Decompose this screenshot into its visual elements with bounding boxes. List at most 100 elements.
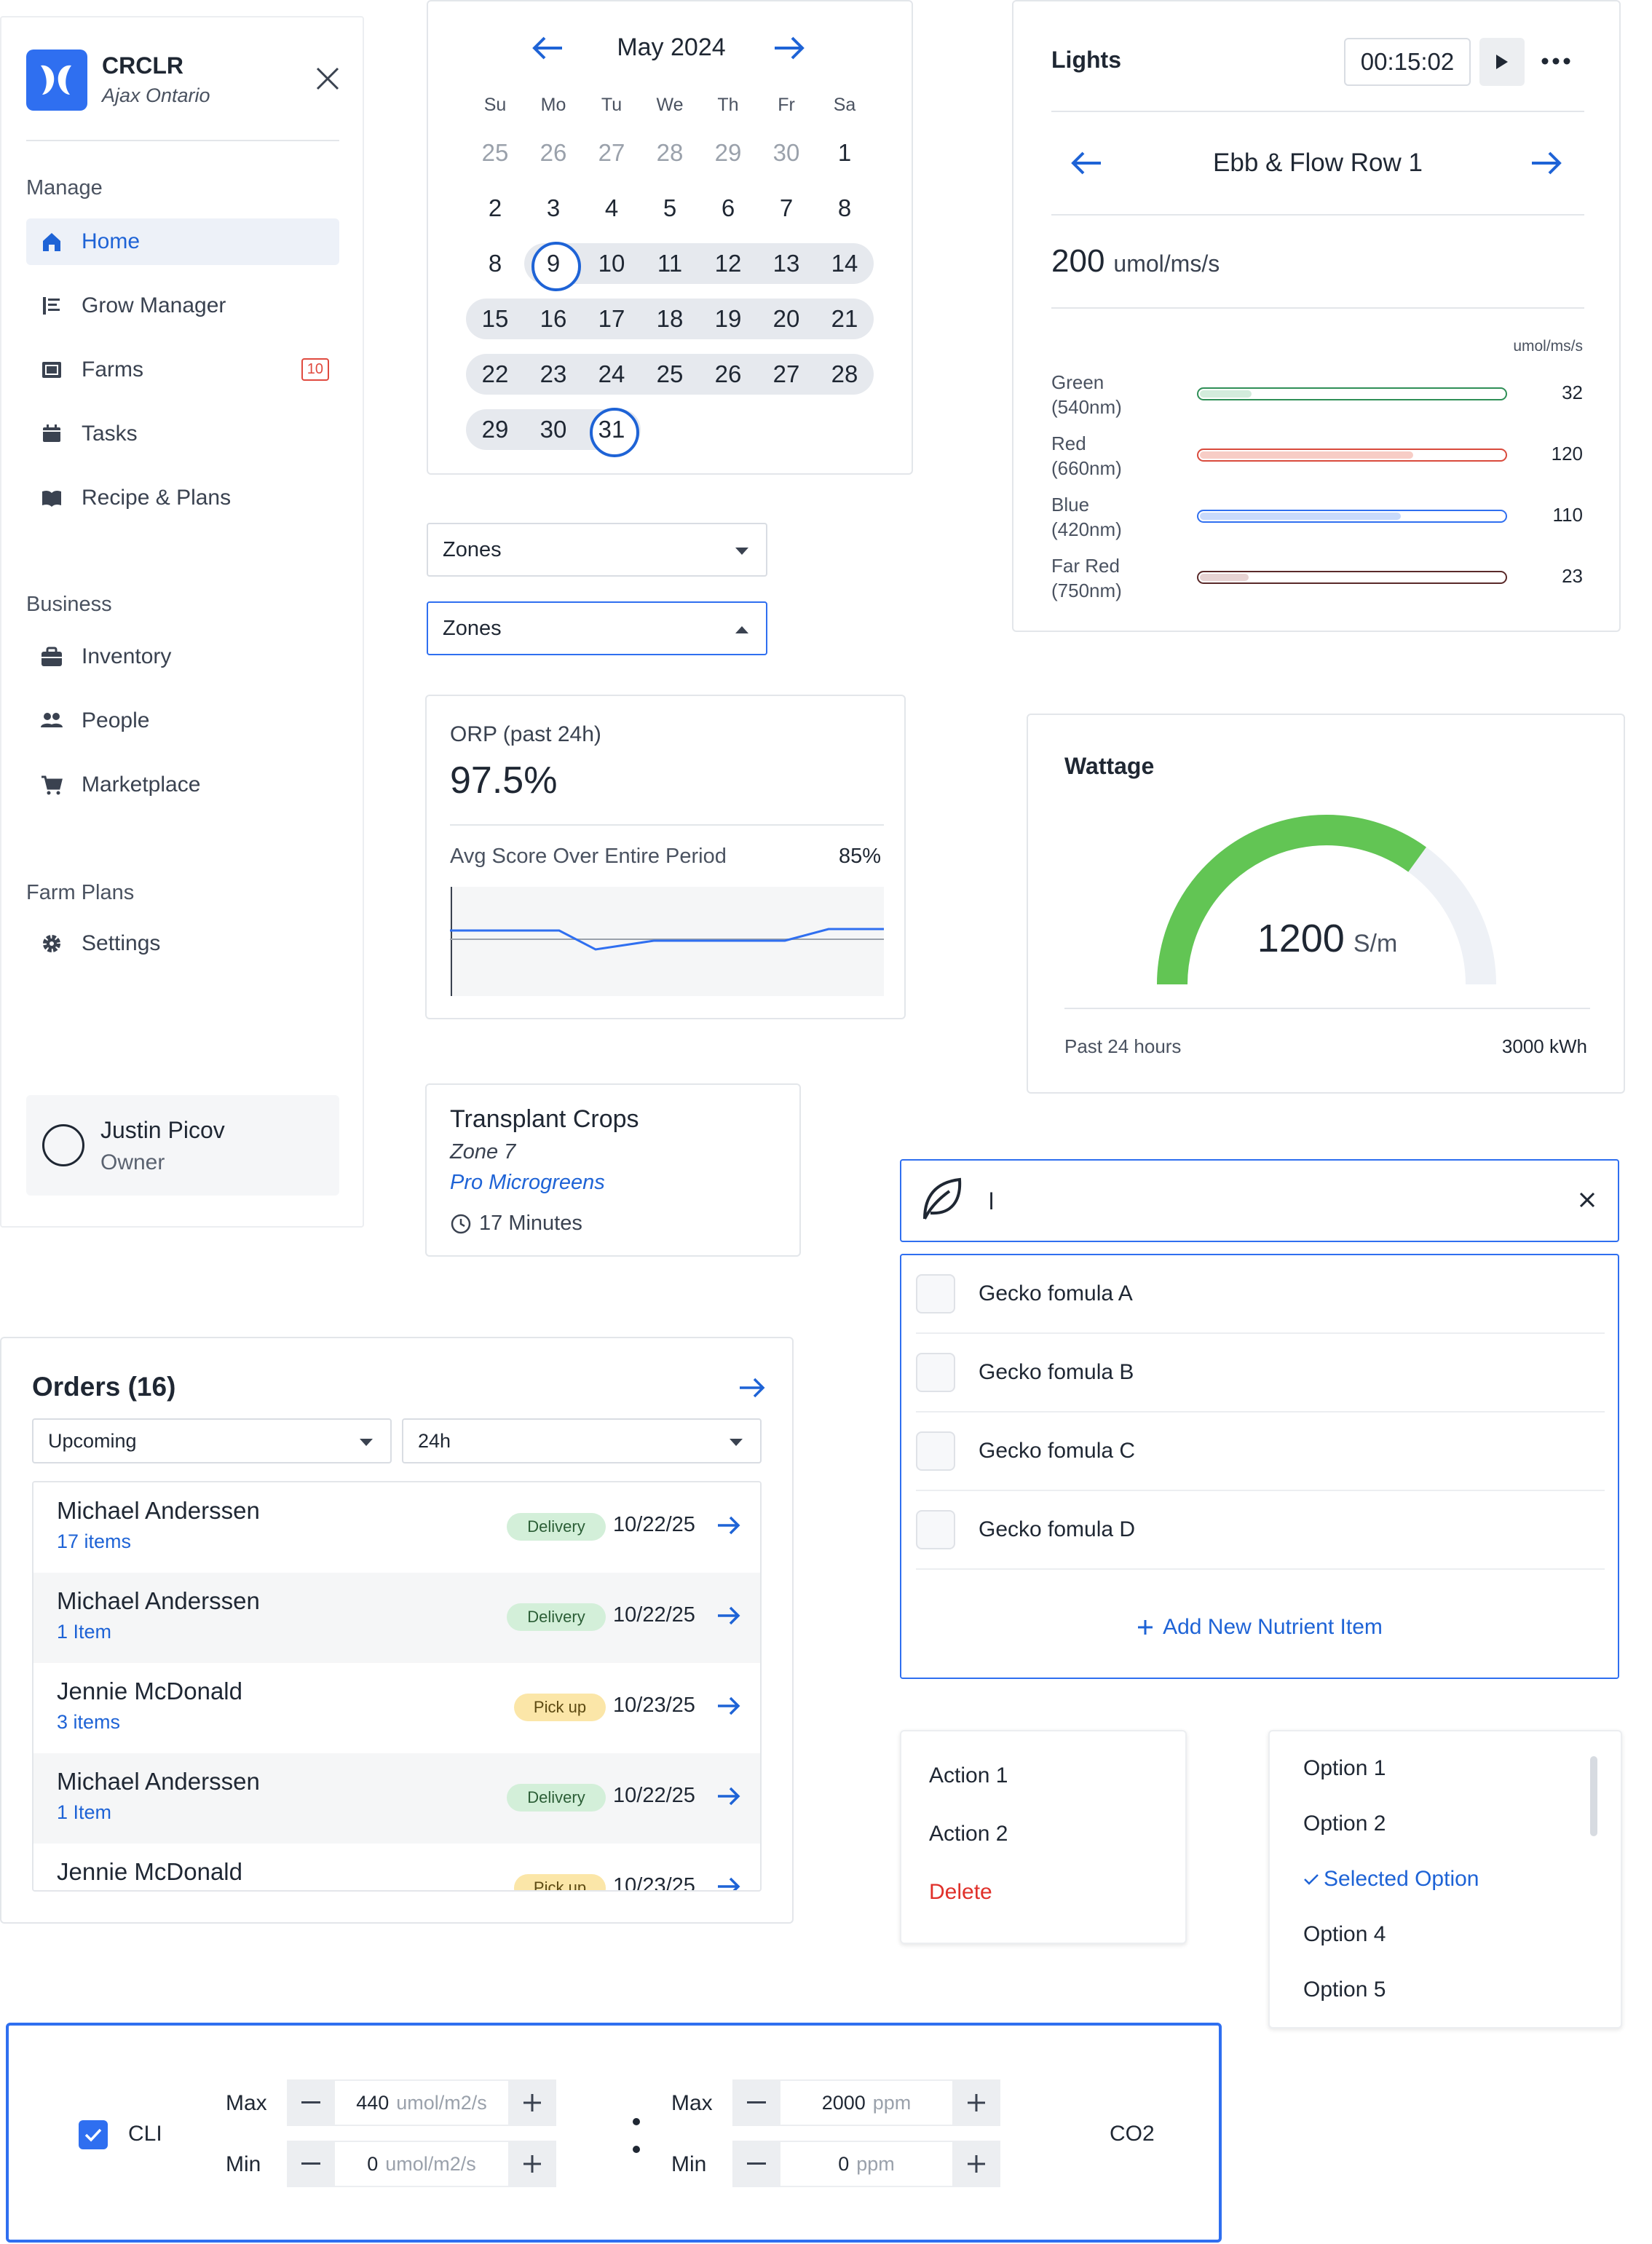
co2-min-stepper[interactable]: 0 ppm: [732, 2141, 1000, 2187]
calendar-day[interactable]: 21: [831, 305, 858, 332]
cli-max-value[interactable]: 440 umol/m2/s: [335, 2079, 508, 2126]
calendar-day[interactable]: 16: [540, 305, 567, 332]
arrow-right-icon[interactable]: [716, 1605, 743, 1627]
order-item-count[interactable]: 1 Item: [57, 1621, 112, 1643]
orders-status-select[interactable]: Upcoming: [32, 1418, 392, 1463]
calendar-day[interactable]: 25: [481, 139, 509, 166]
calendar-day[interactable]: 12: [714, 250, 742, 277]
scrollbar[interactable]: [1590, 1756, 1597, 1836]
user-card[interactable]: Justin Picov Owner: [26, 1095, 339, 1196]
cli-min-value[interactable]: 0 umol/m2/s: [335, 2141, 508, 2187]
close-icon[interactable]: [315, 66, 341, 92]
task-card[interactable]: Transplant Crops Zone 7 Pro Microgreens …: [425, 1083, 801, 1257]
calendar-day[interactable]: 8: [488, 250, 502, 277]
calendar-day[interactable]: 31: [582, 402, 641, 457]
sidebar-item-tasks[interactable]: Tasks: [26, 411, 339, 457]
option-checkbox[interactable]: [916, 1431, 955, 1471]
sidebar-item-farms[interactable]: Farms 10: [26, 347, 339, 393]
plus-button[interactable]: [508, 2079, 556, 2126]
order-item-count[interactable]: 1 Item: [57, 1801, 112, 1823]
nutrient-search-input[interactable]: [989, 1181, 1542, 1222]
clear-icon[interactable]: [1577, 1190, 1597, 1210]
minus-button[interactable]: [287, 2141, 335, 2187]
order-row[interactable]: Michael Anderssen 1 Item Delivery 10/22/25: [33, 1573, 760, 1663]
cli-checkbox[interactable]: [79, 2120, 108, 2149]
calendar-day[interactable]: 27: [598, 139, 625, 166]
calendar-day[interactable]: 7: [779, 194, 794, 221]
arrow-left-icon[interactable]: [530, 35, 565, 61]
option-checkbox[interactable]: [916, 1510, 955, 1549]
plus-button[interactable]: [508, 2141, 556, 2187]
co2-max-value[interactable]: 2000 ppm: [780, 2079, 952, 2126]
calendar-day[interactable]: 29: [714, 139, 742, 166]
calendar-day[interactable]: 22: [481, 360, 509, 387]
option-selected[interactable]: Selected Option: [1303, 1867, 1479, 1892]
menu-item-delete[interactable]: Delete: [929, 1880, 992, 1904]
sidebar-item-grow-manager[interactable]: Grow Manager: [26, 283, 339, 329]
calendar-day[interactable]: 10: [598, 250, 625, 277]
plus-button[interactable]: [952, 2141, 1000, 2187]
add-nutrient-button[interactable]: Add New Nutrient Item: [901, 1615, 1618, 1640]
zones-select-open[interactable]: Zones: [427, 601, 767, 655]
order-row[interactable]: Michael Anderssen 17 items Delivery 10/22/2…: [33, 1482, 760, 1573]
option-checkbox[interactable]: [916, 1274, 955, 1313]
calendar-day[interactable]: 3: [546, 194, 561, 221]
sidebar-item-recipe-plans[interactable]: Recipe & Plans: [26, 475, 339, 521]
minus-button[interactable]: [732, 2079, 780, 2126]
arrow-right-icon[interactable]: [716, 1695, 743, 1717]
nutrient-search[interactable]: [900, 1159, 1619, 1242]
calendar-day[interactable]: 19: [714, 305, 742, 332]
calendar-day[interactable]: 18: [656, 305, 684, 332]
option-item[interactable]: Option 5: [1303, 1978, 1386, 2002]
calendar-day[interactable]: 30: [772, 139, 800, 166]
sidebar-item-home[interactable]: Home: [26, 218, 339, 265]
order-item-count[interactable]: 3 items: [57, 1711, 121, 1733]
calendar-day[interactable]: 1: [837, 139, 852, 166]
calendar-day[interactable]: 25: [656, 360, 684, 387]
arrow-right-icon[interactable]: [716, 1785, 743, 1807]
calendar-day[interactable]: 28: [656, 139, 684, 166]
cli-min-stepper[interactable]: 0 umol/m2/s: [287, 2141, 556, 2187]
option-checkbox[interactable]: [916, 1353, 955, 1392]
calendar-day[interactable]: 27: [772, 360, 800, 387]
minus-button[interactable]: [732, 2141, 780, 2187]
sidebar-item-marketplace[interactable]: Marketplace: [26, 762, 339, 808]
order-row[interactable]: Jennie McDonald 3 items Pick up 10/23/25: [33, 1663, 760, 1753]
sidebar-item-people[interactable]: People: [26, 698, 339, 744]
order-row[interactable]: Michael Anderssen 1 Item Delivery 10/22/25: [33, 1753, 760, 1844]
calendar-day[interactable]: 2: [488, 194, 502, 221]
calendar-day[interactable]: 13: [772, 250, 800, 277]
cli-max-stepper[interactable]: 440 umol/m2/s: [287, 2079, 556, 2126]
calendar-day[interactable]: 11: [657, 250, 683, 277]
arrow-right-icon[interactable]: [716, 1514, 743, 1536]
calendar-day[interactable]: 26: [714, 360, 742, 387]
arrow-right-icon[interactable]: [716, 1876, 743, 1890]
orders-range-select[interactable]: 24h: [402, 1418, 762, 1463]
zones-select[interactable]: Zones: [427, 523, 767, 577]
order-row[interactable]: Jennie McDonald Pick up 10/23/25: [33, 1844, 760, 1890]
calendar-day[interactable]: 24: [598, 360, 625, 387]
option-item[interactable]: Option 2: [1303, 1812, 1386, 1836]
calendar-day[interactable]: 28: [831, 360, 858, 387]
nutrient-option[interactable]: Gecko fomula A: [916, 1255, 1605, 1334]
co2-max-stepper[interactable]: 2000 ppm: [732, 2079, 1000, 2126]
calendar-day[interactable]: 4: [604, 194, 619, 221]
sidebar-item-settings[interactable]: Settings: [26, 920, 339, 967]
menu-item-action-2[interactable]: Action 2: [929, 1822, 1008, 1846]
menu-item-action-1[interactable]: Action 1: [929, 1763, 1008, 1787]
calendar-day[interactable]: 26: [540, 139, 567, 166]
calendar-day[interactable]: 5: [663, 194, 677, 221]
option-item[interactable]: Option 1: [1303, 1756, 1386, 1781]
plus-button[interactable]: [952, 2079, 1000, 2126]
sidebar-item-inventory[interactable]: Inventory: [26, 633, 339, 680]
order-item-count[interactable]: 17 items: [57, 1530, 132, 1552]
calendar-day[interactable]: 20: [772, 305, 800, 332]
co2-min-value[interactable]: 0 ppm: [780, 2141, 952, 2187]
calendar-day[interactable]: 14: [831, 250, 858, 277]
calendar-day[interactable]: 23: [540, 360, 567, 387]
nutrient-option[interactable]: Gecko fomula D: [916, 1491, 1605, 1570]
calendar-day[interactable]: 17: [598, 305, 625, 332]
calendar-day[interactable]: 29: [481, 416, 509, 443]
minus-button[interactable]: [287, 2079, 335, 2126]
calendar-day[interactable]: 6: [721, 194, 735, 221]
